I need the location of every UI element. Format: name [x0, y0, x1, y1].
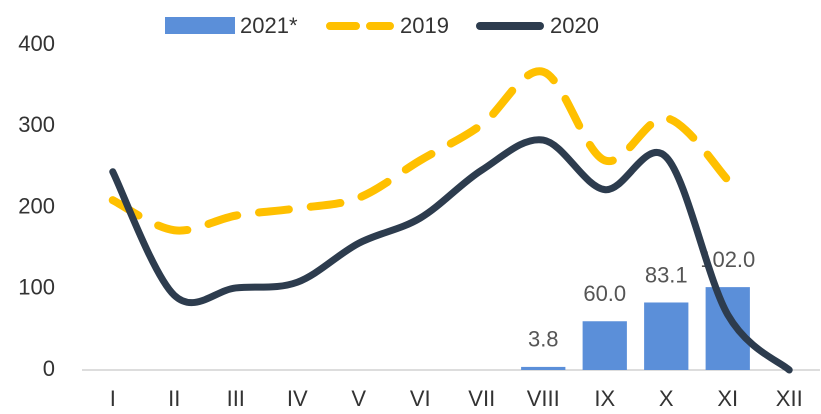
- y-tick-label: 400: [18, 31, 55, 56]
- bar: [582, 321, 627, 370]
- legend-label: 2021*: [240, 13, 298, 38]
- x-tick-label: II: [168, 386, 180, 411]
- y-tick-label: 0: [43, 356, 55, 381]
- data-label: 60.0: [583, 281, 626, 306]
- y-tick-label: 300: [18, 112, 55, 137]
- x-tick-label: V: [351, 386, 366, 411]
- x-tick-label: X: [659, 386, 674, 411]
- x-tick-label: IX: [594, 386, 615, 411]
- x-tick-label: VII: [468, 386, 495, 411]
- x-tick-label: I: [110, 386, 116, 411]
- bar: [705, 287, 750, 370]
- legend-swatch: [165, 17, 235, 34]
- x-tick-label: XI: [717, 386, 738, 411]
- x-tick-label: IV: [287, 386, 308, 411]
- line: [109, 136, 793, 374]
- data-label: 3.8: [528, 327, 559, 352]
- bar: [644, 302, 689, 370]
- y-tick-label: 200: [18, 193, 55, 218]
- y-tick-label: 100: [18, 275, 55, 300]
- data-label: 83.1: [645, 262, 688, 287]
- x-tick-label: VIII: [527, 386, 560, 411]
- x-tick-label: XII: [776, 386, 803, 411]
- line: [108, 67, 732, 235]
- x-tick-label: III: [227, 386, 245, 411]
- legend-label: 2019: [400, 13, 449, 38]
- legend-label: 2020: [550, 13, 599, 38]
- bar: [521, 366, 566, 370]
- x-tick-label: VI: [410, 386, 431, 411]
